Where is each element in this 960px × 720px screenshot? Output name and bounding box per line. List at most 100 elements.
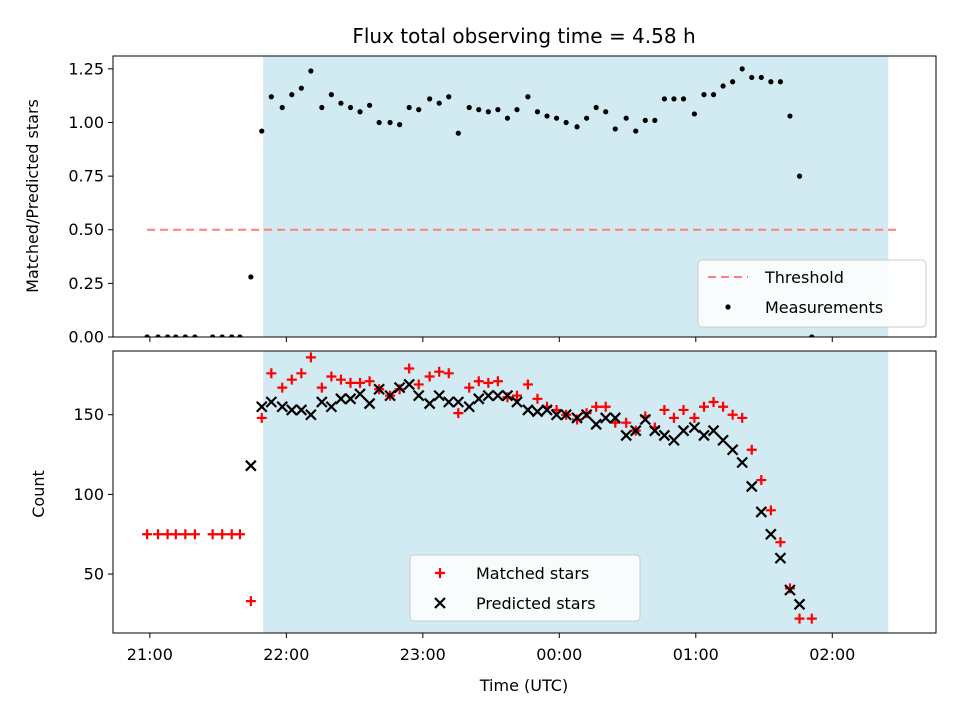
matched-star-point (180, 529, 191, 540)
matched-star-point (394, 384, 405, 395)
measurement-point (357, 109, 363, 115)
panel-frame (112, 350, 937, 634)
predicted-star-point (433, 389, 445, 402)
predicted-star-point (531, 405, 544, 418)
measurement-point (219, 334, 225, 337)
matched-star-point (316, 382, 327, 393)
matched-star-point (424, 371, 435, 382)
matched-star-point (806, 613, 817, 624)
legend-box (409, 554, 641, 622)
matched-star-point (453, 408, 464, 419)
measurement-point (504, 115, 511, 121)
matched-star-point (737, 412, 748, 423)
ratio-y-axis-title: Matched/Predicted stars (23, 99, 42, 293)
matched-star-point (326, 371, 337, 382)
measurement-point (446, 94, 452, 100)
matched-star-point (765, 505, 776, 516)
measurement-point (612, 126, 618, 132)
measurement-point (347, 104, 354, 111)
plot-area (144, 66, 900, 337)
legend-matched-swatch (435, 568, 445, 578)
measurement-point (787, 113, 793, 119)
predicted-star-point (452, 396, 465, 408)
predicted-star-point (265, 396, 278, 408)
predicted-star-point (354, 388, 366, 400)
measurement-point (749, 74, 755, 81)
measurement-point (691, 111, 698, 117)
matched-star-point (443, 368, 454, 379)
measurement-point (387, 119, 393, 126)
matched-star-point (404, 363, 415, 374)
legend-measurements-label: Measurements (765, 298, 883, 317)
matched-star-point (502, 392, 513, 403)
matched-star-point (621, 417, 632, 428)
predicted-star-point (688, 421, 701, 434)
measurement-point (671, 96, 677, 102)
predicted-star-point (463, 400, 476, 413)
predicted-star-point (609, 412, 622, 424)
measurement-point (155, 334, 161, 337)
measurement-point (182, 334, 188, 337)
predicted-star-point (442, 396, 455, 408)
plot-area (142, 352, 817, 624)
predicted-star-point (649, 424, 661, 437)
matched-star-point (473, 376, 484, 387)
measurement-point (525, 94, 531, 100)
matched-star-point (659, 404, 670, 415)
measurement-point (661, 96, 667, 102)
count-y-axis-title: Count (29, 470, 48, 518)
measurement-point (758, 74, 764, 81)
predicted-star-point (423, 397, 436, 410)
y-tick-label: 0.50 (68, 220, 104, 239)
predicted-star-point (245, 459, 257, 472)
matched-star-point (668, 412, 679, 423)
predicted-star-point (599, 412, 612, 424)
matched-star-point (296, 368, 307, 379)
measurement-point (298, 85, 304, 91)
measurement-point (730, 79, 736, 85)
predicted-star-point (774, 552, 787, 564)
matched-star-point (364, 376, 375, 387)
count-panel: 50 100 150 Matched stars Predicted stars (73, 350, 937, 638)
predicted-star-point (580, 408, 593, 421)
measurement-point (603, 109, 609, 115)
matched-star-point (153, 529, 164, 540)
predicted-star-point (286, 404, 298, 416)
matched-star-point (756, 475, 767, 486)
x-tick-label: 21:00 (127, 645, 173, 664)
measurement-point (406, 104, 412, 111)
predicted-star-point (511, 396, 523, 408)
measurement-point (777, 79, 784, 85)
matched-star-point (708, 396, 719, 407)
matched-star-point (277, 382, 288, 393)
y-tick-label: 0.25 (68, 274, 104, 293)
measurement-point (248, 274, 254, 280)
predicted-star-point (305, 408, 317, 421)
predicted-star-point (373, 383, 385, 396)
predicted-star-point (590, 418, 602, 431)
measurement-point (173, 334, 179, 337)
matched-star-point (234, 529, 245, 540)
predicted-star-point (473, 393, 485, 405)
measurement-point (710, 92, 717, 98)
measurement-point (144, 334, 150, 337)
matched-star-point (464, 382, 475, 393)
predicted-star-point (717, 434, 729, 446)
measurement-point (544, 113, 550, 119)
predicted-star-point (658, 429, 671, 442)
measurement-point (563, 119, 569, 126)
x-tick-label: 22:00 (263, 645, 309, 664)
x-axis: 21:00 22:00 23:00 00:00 01:00 02:00 (127, 645, 856, 664)
count-legend: Matched stars Predicted stars (409, 554, 641, 622)
predicted-star-point (403, 378, 415, 391)
predicted-star-point (639, 413, 652, 426)
measurement-point (642, 117, 648, 123)
measurement-point (328, 92, 334, 98)
measurement-point (593, 104, 599, 111)
measurement-point (210, 334, 216, 337)
y-tick-label: 100 (73, 485, 104, 504)
measurement-point (164, 334, 171, 337)
x-tick-label: 02:00 (809, 645, 855, 664)
predicted-star-point (492, 389, 504, 402)
